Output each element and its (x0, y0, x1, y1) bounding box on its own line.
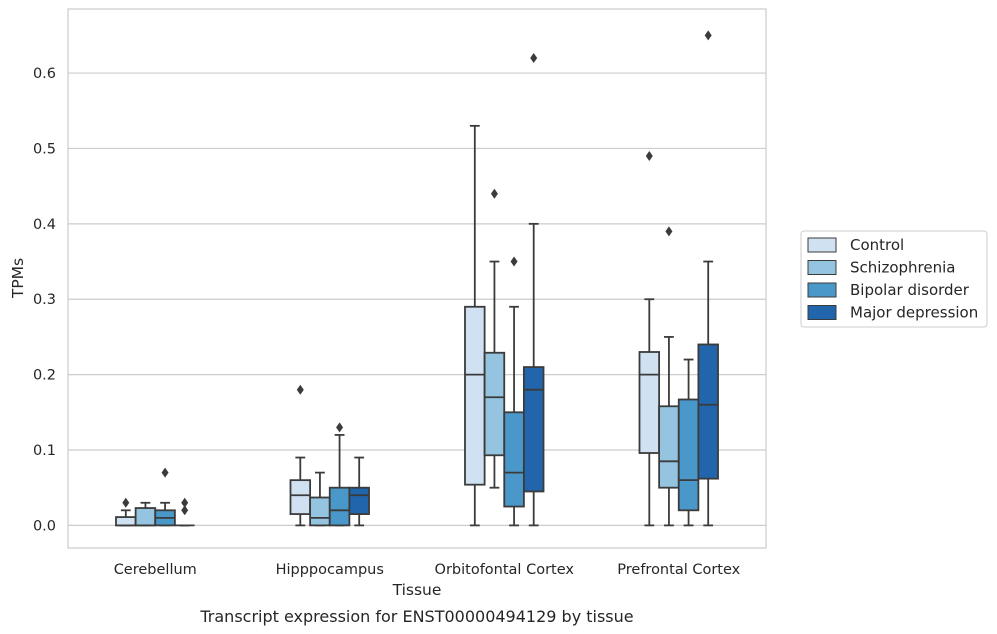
y-tick-label: 0.2 (33, 368, 56, 384)
outlier-point (665, 226, 673, 237)
box-body (677, 398, 700, 512)
plot-frame (67, 8, 767, 549)
outlier-point (645, 151, 653, 161)
y-tick-label: 0.6 (33, 66, 56, 82)
box-body (503, 411, 525, 508)
box-1-2 (328, 422, 351, 527)
box-body (522, 366, 545, 493)
legend-label: Control (850, 236, 904, 254)
box-1-1 (309, 471, 331, 527)
legend-swatch (807, 282, 837, 298)
box-body (115, 516, 137, 527)
box-body (134, 507, 157, 527)
x-axis-ticks: Cerebellum Hipppocampus Orbitofontal Corte… (114, 562, 741, 578)
outlier-point (336, 422, 344, 433)
legend-swatch (807, 305, 837, 320)
box-0-0 (115, 497, 137, 527)
x-tick-label: Orbitofontal Cortex (435, 562, 575, 578)
legend-label: Schizophrenia (850, 259, 955, 277)
y-axis-ticks: 0.0 0.1 0.2 0.3 0.4 0.5 0.6 (33, 66, 56, 534)
box-2-3 (522, 53, 545, 527)
box-2-0 (464, 124, 486, 527)
outlier-point (510, 256, 518, 267)
y-tick-label: 0.1 (33, 443, 56, 459)
outlier-point (161, 467, 169, 478)
y-tick-label: 0.0 (33, 518, 56, 534)
box-1-0 (289, 384, 312, 527)
legend-frame (800, 230, 988, 328)
legend: Control Schizophrenia Bipolar disorder Majo… (800, 230, 988, 328)
box-body (658, 405, 680, 489)
box-3-0 (638, 151, 661, 527)
y-axis-label: TPMs (9, 258, 27, 299)
x-tick-label: Cerebellum (114, 562, 197, 578)
y-tick-label: 0.5 (33, 141, 56, 157)
outlier-point (296, 384, 304, 395)
box-body (328, 486, 351, 527)
box-body (697, 343, 719, 480)
legend-label: Major depression (850, 304, 978, 322)
y-tick-label: 0.3 (33, 292, 56, 308)
x-axis-label: Tissue (392, 581, 442, 599)
box-body (289, 479, 312, 515)
outlier-point (530, 53, 538, 63)
outlier-point (704, 30, 712, 41)
box-0-1 (134, 501, 157, 527)
box-body (483, 351, 506, 457)
box-0-3 (174, 497, 195, 527)
outlier-point (122, 497, 130, 508)
box-body (309, 496, 331, 527)
outlier-point (181, 505, 189, 516)
x-tick-label: Hipppocampus (276, 562, 384, 578)
box-3-2 (677, 358, 700, 527)
box-body (348, 486, 370, 515)
box-2-2 (503, 256, 525, 527)
legend-swatch (807, 237, 837, 253)
outlier-point (181, 497, 189, 508)
outlier-point (490, 188, 498, 199)
box-2-1 (483, 188, 506, 489)
box-body (464, 305, 486, 486)
plot-area (115, 30, 719, 527)
box-3-3 (697, 30, 719, 527)
x-tick-label: Prefrontal Cortex (617, 562, 740, 578)
box-0-2 (154, 467, 176, 527)
box-body (638, 351, 661, 454)
chart-caption: Transcript expression for ENST0000049412… (199, 607, 633, 626)
legend-label: Bipolar disorder (850, 281, 970, 299)
y-tick-label: 0.4 (33, 217, 56, 233)
legend-swatch (807, 260, 837, 275)
gridlines (68, 72, 766, 526)
box-3-1 (658, 226, 680, 527)
box-1-3 (348, 456, 370, 527)
